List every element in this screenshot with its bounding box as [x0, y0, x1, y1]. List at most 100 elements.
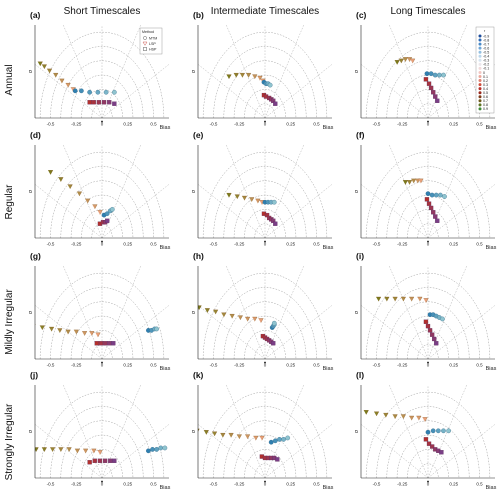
x-axis-label: Bias [323, 485, 334, 491]
grid-ray [389, 385, 429, 478]
r-legend-value: -0.9 [483, 34, 489, 38]
lsp-point [252, 316, 258, 322]
y-axis-label: σ [28, 189, 34, 193]
origin-marker [264, 361, 266, 364]
panel-label: (c) [356, 10, 367, 20]
lsp-point [407, 57, 413, 62]
x-tick-label: 0.25 [286, 242, 295, 247]
r-legend-swatch [478, 58, 482, 62]
lsp-point [418, 178, 424, 184]
grid-ray [198, 64, 266, 118]
r-legend-value: 0.2 [483, 79, 488, 83]
lsp-point [35, 324, 36, 326]
x-tick-label: 0.25 [449, 242, 458, 247]
mtm-point [158, 445, 164, 451]
grid-arc [365, 152, 491, 238]
hsp-point [433, 214, 438, 219]
r-legend-value: -0.2 [483, 63, 489, 67]
panel-label: (d) [30, 130, 41, 140]
row-title-mildly-irregular: Mildly Irregular [4, 289, 15, 355]
hsp-point [111, 341, 116, 346]
x-tick-label: -0.5 [210, 122, 218, 127]
x-axis-label: Bias [486, 366, 497, 372]
grid-arc [254, 223, 276, 238]
lsp-point [76, 191, 82, 197]
lsp-point [383, 412, 389, 418]
grid-ray [389, 25, 429, 118]
x-tick-label: 0 [101, 242, 104, 247]
origin-marker [264, 240, 266, 243]
x-tick-label: -0.25 [234, 482, 245, 487]
grid-ray [389, 266, 429, 359]
grid-arc [60, 180, 144, 238]
r-legend-value: 0 [483, 71, 485, 75]
panel-plot-area [35, 25, 169, 118]
grid-arc [202, 273, 328, 359]
x-axis-label: Bias [323, 125, 334, 131]
lsp-point [416, 415, 422, 421]
x-tick-label: -0.5 [210, 482, 218, 487]
hsp-point [273, 101, 278, 106]
hsp-point [434, 341, 439, 346]
mtm-point [277, 437, 282, 442]
y-axis-label: σ [191, 310, 197, 314]
legend-marker-mtm [143, 36, 147, 40]
y-axis-label: σ [354, 189, 360, 193]
x-tick-label: 0 [101, 482, 104, 487]
lsp-point [376, 296, 382, 302]
x-tick-label: 0 [427, 242, 430, 247]
lsp-point [58, 177, 64, 182]
lsp-point [57, 328, 63, 333]
r-legend-swatch [478, 103, 482, 107]
r-legend-value: 0.7 [483, 99, 488, 103]
panel-label: (i) [356, 251, 364, 261]
x-tick-label: 0.25 [449, 122, 458, 127]
grid-ray [427, 25, 467, 118]
grid-ray [264, 64, 332, 118]
panel-plot-area [35, 266, 169, 359]
grid-ray [264, 424, 332, 478]
lsp-point [246, 73, 252, 78]
grid-ray [226, 145, 266, 238]
x-tick-label: 0.5 [313, 242, 320, 247]
r-legend-value: 0.1 [483, 75, 488, 79]
mtm-point [441, 72, 446, 78]
x-tick-label: -0.25 [71, 363, 82, 368]
lsp-point [83, 448, 89, 454]
hsp-point [431, 210, 436, 215]
x-tick-label: 0.25 [123, 242, 132, 247]
y-axis-label: σ [191, 69, 197, 73]
x-tick-label: 0.5 [476, 242, 483, 247]
x-axis-label: Bias [486, 485, 497, 491]
grid-ray [361, 64, 429, 118]
hsp-point [271, 341, 276, 346]
lsp-point [363, 410, 369, 415]
grid-arc [213, 406, 317, 478]
x-tick-label: 0.5 [313, 363, 320, 368]
mtm-point [424, 71, 430, 76]
lsp-point [239, 73, 245, 78]
row-title-regular: Regular [4, 184, 15, 220]
origin-marker [427, 361, 429, 364]
mtm-point [425, 191, 431, 196]
x-tick-label: -0.5 [210, 242, 218, 247]
x-tick-label: 0.5 [476, 363, 483, 368]
hsp-point [102, 458, 108, 463]
x-tick-label: -0.25 [71, 482, 82, 487]
panel-plot-area [198, 385, 332, 478]
lsp-point [229, 314, 235, 319]
x-tick-label: -0.5 [210, 363, 218, 368]
mtm-point [441, 428, 446, 434]
x-tick-label: 0 [427, 363, 430, 368]
lsp-point [236, 434, 242, 439]
hsp-point [94, 341, 99, 346]
r-legend-value: 0.6 [483, 95, 488, 99]
panel-label: (f) [356, 130, 365, 140]
x-tick-label: 0 [101, 122, 104, 127]
x-tick-label: 0.25 [123, 363, 132, 368]
legend-marker-hsp [143, 47, 147, 51]
grid-arc [202, 32, 328, 118]
